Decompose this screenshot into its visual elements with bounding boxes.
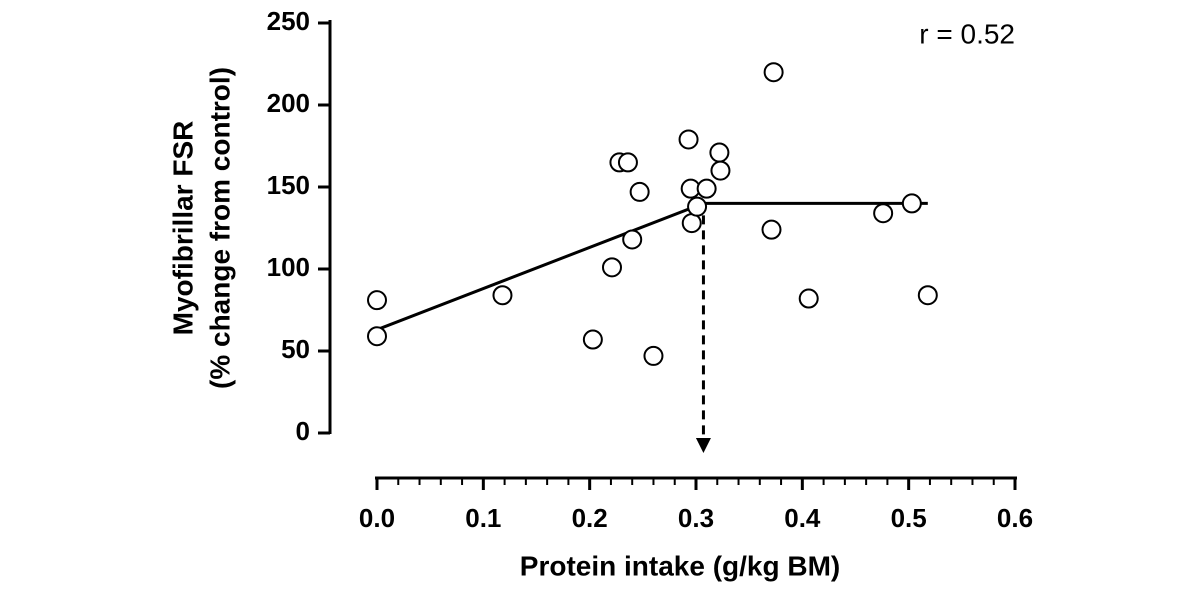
- point: [367, 326, 387, 347]
- y-tick-label: 200: [267, 88, 310, 118]
- annotation: r = 0.52: [919, 18, 1015, 49]
- point: [622, 229, 643, 250]
- fit-line: [376, 201, 928, 332]
- point: [710, 160, 731, 181]
- y-axis-title: (% change from control): [204, 67, 235, 389]
- point: [617, 152, 638, 173]
- point: [601, 257, 622, 278]
- point: [763, 62, 784, 83]
- x-tick-label: 0.6: [997, 503, 1033, 533]
- point: [367, 290, 387, 311]
- point: [687, 196, 708, 217]
- point: [582, 329, 603, 350]
- point: [873, 203, 894, 224]
- point: [798, 288, 819, 309]
- point: [678, 129, 699, 150]
- point: [917, 285, 938, 306]
- x-tick-label: 0.2: [572, 503, 608, 533]
- x-tick-label: 0.1: [465, 503, 501, 533]
- point: [761, 219, 782, 240]
- y-tick-label: 100: [267, 252, 310, 282]
- point: [901, 193, 922, 214]
- x-axis-title: Protein intake (g/kg BM): [520, 550, 840, 581]
- point: [492, 285, 513, 306]
- point: [709, 142, 730, 163]
- y-tick-label: 150: [267, 170, 310, 200]
- x-tick-label: 0.5: [891, 503, 927, 533]
- y-tick-label: 250: [267, 6, 310, 36]
- point: [696, 178, 717, 199]
- x-tick-label: 0.4: [784, 503, 821, 533]
- y-tick-label: 50: [281, 334, 310, 364]
- point: [629, 181, 650, 202]
- x-tick-label: 0.0: [359, 503, 395, 533]
- point: [681, 213, 702, 234]
- y-tick-label: 0: [296, 416, 310, 446]
- point: [643, 345, 664, 366]
- x-tick-label: 0.3: [678, 503, 714, 533]
- y-axis-title: Myofibrillar FSR: [167, 121, 198, 336]
